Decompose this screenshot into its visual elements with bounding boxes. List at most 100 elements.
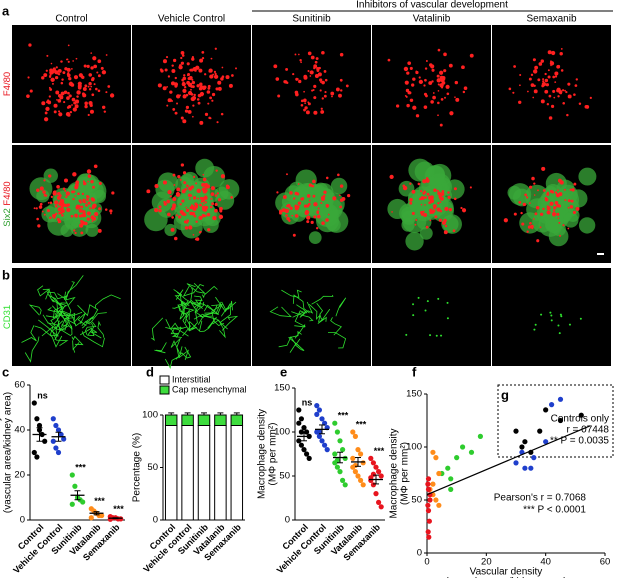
cell	[206, 90, 211, 94]
cell	[167, 212, 171, 217]
cell	[295, 77, 299, 81]
cell	[554, 201, 559, 205]
cell	[171, 69, 176, 73]
vessel	[579, 317, 582, 320]
dot	[322, 442, 328, 448]
cell	[205, 201, 207, 204]
cell	[437, 48, 441, 52]
cell	[87, 180, 90, 183]
bar-segment	[230, 425, 244, 521]
cell	[297, 183, 300, 185]
cell	[38, 205, 43, 209]
cell	[575, 78, 578, 81]
cell	[428, 81, 433, 85]
cell	[195, 182, 198, 185]
cell	[54, 204, 58, 208]
vessel	[176, 291, 199, 306]
cell	[50, 62, 53, 65]
cell	[191, 78, 194, 81]
cell	[300, 61, 302, 64]
vessel	[52, 312, 73, 330]
cell	[430, 64, 435, 69]
y-tick-label: 100	[406, 442, 422, 453]
cell	[544, 197, 549, 202]
cell	[317, 207, 320, 210]
dot	[34, 416, 40, 422]
tissue	[578, 217, 596, 234]
cell	[544, 78, 549, 83]
cell	[48, 86, 51, 89]
significance: ***	[75, 462, 86, 472]
cell	[80, 219, 84, 223]
cell	[191, 57, 195, 61]
cell	[561, 89, 565, 92]
cell	[550, 104, 555, 108]
cell	[66, 96, 70, 100]
vessel	[534, 323, 537, 326]
dot	[31, 400, 37, 406]
cell	[285, 81, 289, 85]
cell	[188, 77, 192, 81]
cell	[182, 119, 187, 124]
cell	[86, 64, 90, 68]
cell	[93, 83, 96, 86]
cell	[578, 102, 582, 105]
cell	[189, 82, 193, 86]
cell	[206, 185, 210, 189]
cell	[202, 177, 207, 182]
cell	[424, 204, 426, 206]
column-label: Sunitinib	[292, 14, 331, 25]
bar-segment	[164, 425, 178, 521]
cell	[347, 194, 351, 198]
vessel	[172, 301, 198, 313]
cell	[552, 75, 556, 79]
cell	[69, 110, 73, 114]
cell	[548, 116, 553, 120]
row-label-part: F4/80	[2, 181, 13, 208]
cell	[172, 108, 176, 111]
inset-annotation: ** P = 0.0035	[550, 436, 609, 447]
cell	[83, 214, 87, 218]
vessel	[28, 304, 42, 316]
dot	[298, 416, 304, 422]
significance: ***	[374, 446, 385, 456]
row-label: CD31	[2, 305, 13, 329]
point	[557, 396, 564, 402]
point	[433, 497, 439, 503]
cell	[314, 74, 319, 78]
cell	[179, 203, 182, 206]
cell	[437, 202, 440, 205]
cell	[461, 208, 467, 213]
tissue	[218, 179, 240, 200]
cell	[172, 205, 176, 210]
cell	[182, 88, 187, 93]
cell	[292, 233, 296, 237]
cell	[409, 98, 414, 103]
vessel	[85, 321, 97, 335]
cell	[210, 197, 213, 200]
cell	[303, 98, 307, 103]
x-tick-label: 40	[540, 557, 551, 568]
cell	[68, 94, 72, 98]
cell	[273, 64, 278, 69]
cell	[429, 219, 432, 222]
cell	[529, 221, 532, 225]
cell	[573, 182, 577, 186]
cell	[80, 213, 85, 218]
dot	[360, 482, 366, 488]
panel-label: b	[2, 267, 10, 282]
cell	[314, 60, 318, 64]
cell	[503, 218, 508, 223]
cell	[61, 78, 64, 81]
cell	[87, 174, 92, 178]
cell	[292, 198, 295, 200]
cell	[412, 77, 416, 81]
cell	[469, 186, 472, 189]
cell	[202, 173, 205, 176]
cell	[176, 187, 181, 192]
cell	[391, 211, 393, 213]
cell	[187, 73, 191, 77]
cell	[405, 88, 410, 93]
cell	[310, 55, 315, 60]
cell	[567, 199, 571, 203]
